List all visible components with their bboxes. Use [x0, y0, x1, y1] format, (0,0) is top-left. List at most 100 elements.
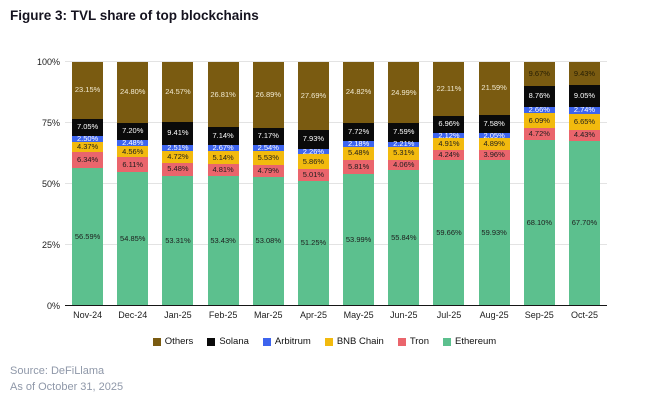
segment-label: 2.51% [167, 143, 189, 152]
x-axis-label-jul-25: Jul-25 [436, 310, 462, 320]
segment-label: 67.70% [571, 218, 598, 228]
bar-column-jan-25: 53.31% 5.48% 4.72% 2.51% 9.41% 24.57% [155, 62, 200, 306]
segment-label: 2.18% [347, 139, 370, 149]
segment-label: 56.59% [74, 231, 101, 241]
bar-column-sep-25: 68.10% 4.72% 6.09% 2.66% 8.76% 9.67% [517, 62, 562, 306]
bar-column-jun-25: 55.84% 4.06% 5.31% 2.21% 7.59% 24.99% [381, 62, 426, 306]
stacked-bar-may-25: 53.99% 5.81% 5.48% 2.18% 7.72% 24.82% [343, 62, 375, 306]
segment-label: 2.50% [76, 133, 99, 143]
legend-item-tron: Tron [397, 336, 429, 347]
segment-label: 7.17% [257, 131, 279, 141]
segment-label: 6.09% [528, 115, 550, 125]
segment-bnb-chain: 4.56% [117, 146, 149, 158]
bar-column-mar-25: 53.08% 4.79% 5.53% 2.54% 7.17% 26.89% [246, 62, 291, 306]
segment-ethereum: 55.84% [388, 169, 420, 306]
legend: Others Solana Arbitrum BNB Chain Tron Ethereu… [0, 336, 649, 347]
segment-label: 7.59% [393, 127, 415, 137]
stacked-bar-jul-25: 59.66% 4.24% 4.91% 2.12% 6.96% 22.11% [433, 62, 465, 306]
legend-label-arbitrum: Arbitrum [274, 336, 311, 347]
legend-label-solana: Solana [219, 336, 249, 347]
segment-label: 23.15% [74, 85, 101, 95]
segment-label: 5.53% [257, 153, 279, 163]
segment-label: 26.89% [255, 89, 281, 99]
segment-solana: 7.17% [252, 127, 284, 146]
segment-bnb-chain: 4.91% [433, 138, 465, 151]
stacked-bar-sep-25: 68.10% 4.72% 6.09% 2.66% 8.76% 9.67% [523, 62, 555, 306]
legend-swatch-arbitrum [262, 337, 271, 346]
segment-others: 26.81% [207, 62, 239, 128]
segment-label: 2.66% [528, 105, 550, 115]
segment-label: 2.21% [393, 139, 415, 149]
segment-label: 2.26% [302, 146, 325, 156]
gridline-100 [65, 61, 607, 62]
segment-arbitrum: 2.66% [523, 105, 555, 115]
x-axis-label-apr-25: Apr-25 [299, 310, 327, 320]
segment-label: 24.82% [345, 87, 372, 97]
segment-solana: 9.41% [162, 122, 194, 145]
segment-ethereum: 53.43% [207, 175, 239, 306]
segment-bnb-chain: 6.09% [523, 113, 555, 129]
legend-item-arbitrum: Arbitrum [262, 336, 311, 347]
segment-arbitrum: 2.74% [568, 106, 600, 114]
segment-solana: 9.05% [568, 85, 600, 108]
segment-label: 2.05% [483, 130, 505, 140]
segment-label: 4.43% [573, 130, 596, 140]
segment-tron: 6.34% [72, 152, 104, 168]
gridline-75 [65, 122, 607, 123]
x-axis-line [65, 305, 607, 306]
segment-label: 6.11% [122, 159, 144, 169]
segment-ethereum: 68.10% [523, 139, 555, 306]
legend-swatch-others [152, 337, 161, 346]
segment-tron: 6.11% [117, 157, 149, 173]
segment-label: 24.80% [120, 87, 146, 97]
segment-others: 23.15% [72, 62, 104, 119]
segment-label: 5.48% [167, 164, 189, 174]
segment-label: 4.37% [76, 142, 99, 152]
segment-ethereum: 53.08% [252, 176, 284, 306]
segment-arbitrum: 2.51% [162, 143, 194, 152]
figure-title: Figure 3: TVL share of top blockchains [10, 8, 259, 23]
segment-label: 4.56% [122, 146, 144, 156]
segment-label: 7.05% [76, 122, 99, 132]
bar-column-oct-25: 67.70% 4.43% 6.65% 2.74% 9.05% 9.43% [562, 62, 607, 306]
segment-label: 5.14% [212, 152, 234, 162]
legend-item-ethereum: Ethereum [443, 336, 496, 347]
segment-label: 59.93% [481, 227, 507, 237]
x-axis-label-aug-25: Aug-25 [479, 310, 509, 320]
segment-label: 55.84% [391, 232, 417, 242]
segment-label: 27.69% [300, 90, 327, 100]
segment-tron: 5.48% [162, 162, 194, 176]
bar-column-dec-24: 54.85% 6.11% 4.56% 2.48% 7.20% 24.80% [110, 62, 155, 306]
segment-label: 53.43% [210, 235, 236, 245]
legend-label-bnb-chain: BNB Chain [336, 336, 384, 347]
segment-arbitrum: 2.18% [343, 139, 375, 149]
segment-ethereum: 51.25% [297, 180, 329, 306]
segment-arbitrum: 2.26% [297, 146, 329, 156]
segment-label: 4.72% [167, 151, 189, 161]
x-axis: Nov-24 Dec-24 Jan-25 Feb-25 Mar-25 Apr-25 May-… [65, 310, 607, 320]
segment-solana: 7.20% [117, 122, 149, 141]
segment-others: 27.69% [297, 62, 329, 130]
x-axis-label-sep-25: Sep-25 [524, 310, 554, 320]
bar-column-jul-25: 59.66% 4.24% 4.91% 2.12% 6.96% 22.11% [426, 62, 471, 306]
legend-item-others: Others [152, 336, 194, 347]
source-block: Source: DeFiLlama As of October 31, 2025 [10, 363, 123, 395]
tvl-stacked-bar-chart: 56.59% 6.34% 4.37% 2.50% 7.05% 23.15% 54.85% 6.… [65, 61, 607, 306]
segment-arbitrum: 2.05% [478, 130, 510, 140]
segment-solana: 7.72% [343, 122, 375, 142]
segment-solana: 7.14% [207, 127, 239, 145]
legend-label-others: Others [164, 336, 194, 347]
segment-ethereum: 59.93% [478, 159, 510, 306]
segment-others: 22.11% [433, 62, 465, 116]
segment-others: 24.57% [162, 62, 194, 122]
segment-label: 8.76% [528, 91, 550, 101]
segment-ethereum: 53.31% [162, 175, 194, 306]
segment-label: 4.24% [438, 150, 460, 160]
segment-label: 2.12% [438, 130, 460, 140]
segment-tron: 4.24% [433, 150, 465, 161]
segment-ethereum: 67.70% [568, 140, 600, 306]
x-axis-label-feb-25: Feb-25 [208, 310, 238, 320]
segment-ethereum: 53.99% [343, 174, 375, 306]
segment-arbitrum: 2.12% [433, 130, 465, 140]
segment-others: 24.82% [343, 62, 375, 123]
